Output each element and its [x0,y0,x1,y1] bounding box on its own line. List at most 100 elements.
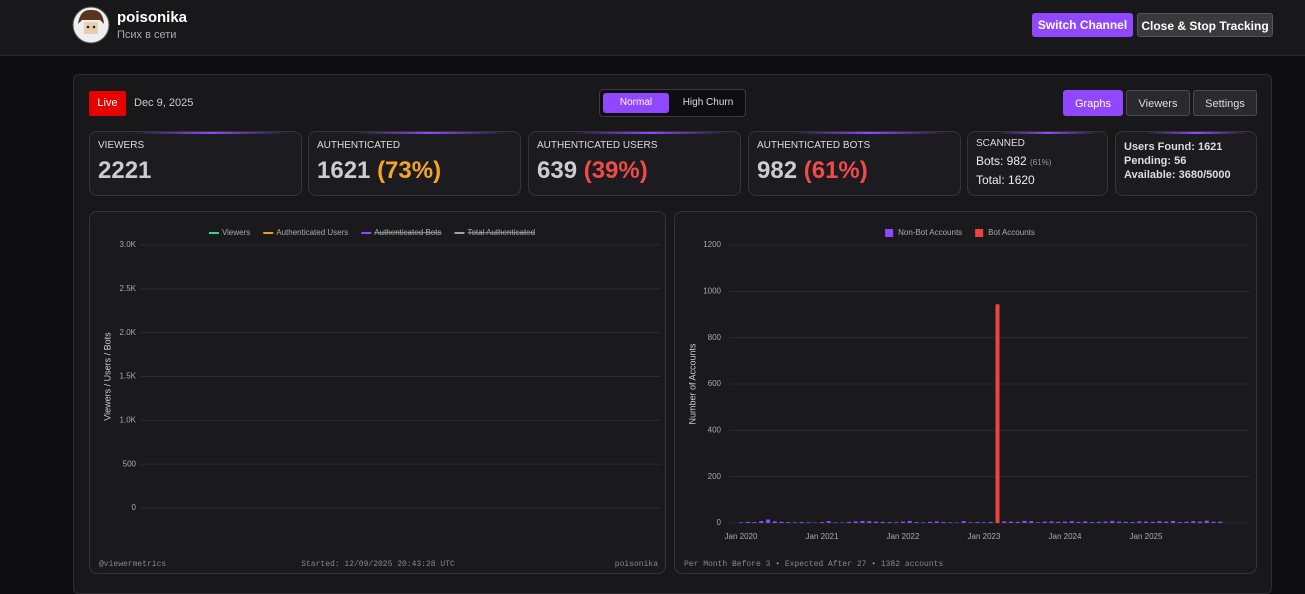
avatar [72,6,110,44]
bar [1110,521,1114,523]
y-tick-label: 500 [123,459,137,468]
x-tick-label: Jan 2021 [806,532,839,541]
stat-value: 2221 [98,157,151,185]
percent: (61%) [804,157,868,184]
bar [962,521,966,523]
bar [1009,522,1013,523]
users-found: Users Found: 1621 [1124,140,1231,154]
bar [820,522,824,523]
stat-value: 1621 (73%) [317,157,441,185]
stat-label: SCANNED [976,138,1025,149]
value: 639 [537,157,577,184]
y-axis-label: Viewers / Users / Bots [102,332,112,421]
bar [921,522,925,523]
legend-label[interactable]: Viewers [222,228,250,237]
bar [1212,522,1216,523]
legend-symbol [975,229,983,237]
bar [1056,522,1060,523]
bar [1104,522,1108,523]
bar [834,522,838,523]
bar [975,522,979,523]
bar [948,522,952,523]
close-button[interactable]: Close & Stop Tracking [1137,13,1273,37]
bar [915,522,919,523]
scanned-total: Total: 1620 [976,173,1035,187]
stat-card: AUTHENTICATED 1621 (73%) [308,131,521,196]
scanned-card: SCANNED Bots: 982 (61%) Total: 1620 [967,131,1108,196]
tab-viewers[interactable]: Viewers [1126,90,1190,116]
bar [759,521,763,523]
bar [1171,521,1175,523]
y-tick-label: 0 [132,503,137,512]
legend-label[interactable]: Bot Accounts [988,228,1035,237]
legend-label[interactable]: Non-Bot Accounts [898,228,962,237]
footer-text: poisonika [615,560,658,569]
y-tick-label: 1.0K [120,415,137,424]
y-tick-label: 1000 [703,286,721,295]
bar [881,522,885,523]
bar [928,522,932,523]
tab-graphs[interactable]: Graphs [1063,90,1123,116]
stat-label: AUTHENTICATED USERS [537,140,657,151]
bar [1144,522,1148,523]
bots-percent: (61%) [1030,158,1051,167]
legend-label[interactable]: Total Authenticated [467,228,535,237]
live-badge: Live [89,91,126,116]
y-axis-label: Number of Accounts [687,343,697,425]
y-tick-label: 1.5K [120,372,137,381]
bar [996,304,1000,523]
y-tick-label: 3.0K [120,240,137,249]
bar [1029,521,1033,523]
bar [1218,522,1222,523]
bar [935,521,939,523]
bar [1185,522,1189,523]
bar [1131,522,1135,523]
bar [1097,522,1101,523]
bar [847,522,851,523]
bar [807,522,811,523]
bots: Bots: 982 [976,154,1027,168]
bar [1164,522,1168,523]
y-tick-label: 2.0K [120,328,137,337]
chart-panel: 0 500 1.0K 1.5K 2.0K 2.5K 3.0K Viewers / Users … [89,211,666,574]
legend-label[interactable]: Authenticated Bots [374,228,441,237]
mode-high-churn[interactable]: High Churn [673,93,743,113]
percent: (73%) [377,157,441,184]
available: Available: 3680/5000 [1124,168,1231,182]
date: Dec 9, 2025 [134,97,193,109]
bar [854,521,858,523]
pending: Pending: 56 [1124,154,1231,168]
tab-settings[interactable]: Settings [1193,90,1257,116]
switch-channel-button[interactable]: Switch Channel [1032,13,1133,37]
bar [1016,522,1020,523]
bar [1023,521,1027,523]
x-tick-label: Jan 2025 [1130,532,1163,541]
chart: 0 500 1.0K 1.5K 2.0K 2.5K 3.0K Viewers / Users … [90,212,667,575]
bar [982,522,986,523]
bar [1124,522,1128,523]
bar [1043,522,1047,523]
bar [942,522,946,523]
scanned-bots: Bots: 982 (61%) [976,154,1051,168]
bar [874,522,878,523]
bar [969,522,973,523]
y-tick-label: 200 [708,472,722,481]
legend-label[interactable]: Authenticated Users [276,228,348,237]
bar [1070,521,1074,523]
y-tick-label: 2.5K [120,284,137,293]
bar [753,522,757,523]
stat-value: 982 (61%) [757,157,868,185]
footer-text: Per Month Before 3 • Expected After 27 •… [684,560,943,569]
stat-label: VIEWERS [98,140,144,151]
percent: (39%) [584,157,648,184]
stat-label: AUTHENTICATED [317,140,400,151]
bar [1002,521,1006,523]
bar [786,522,790,523]
bar [1178,522,1182,523]
bar [739,522,743,523]
mode-normal[interactable]: Normal [603,93,669,113]
